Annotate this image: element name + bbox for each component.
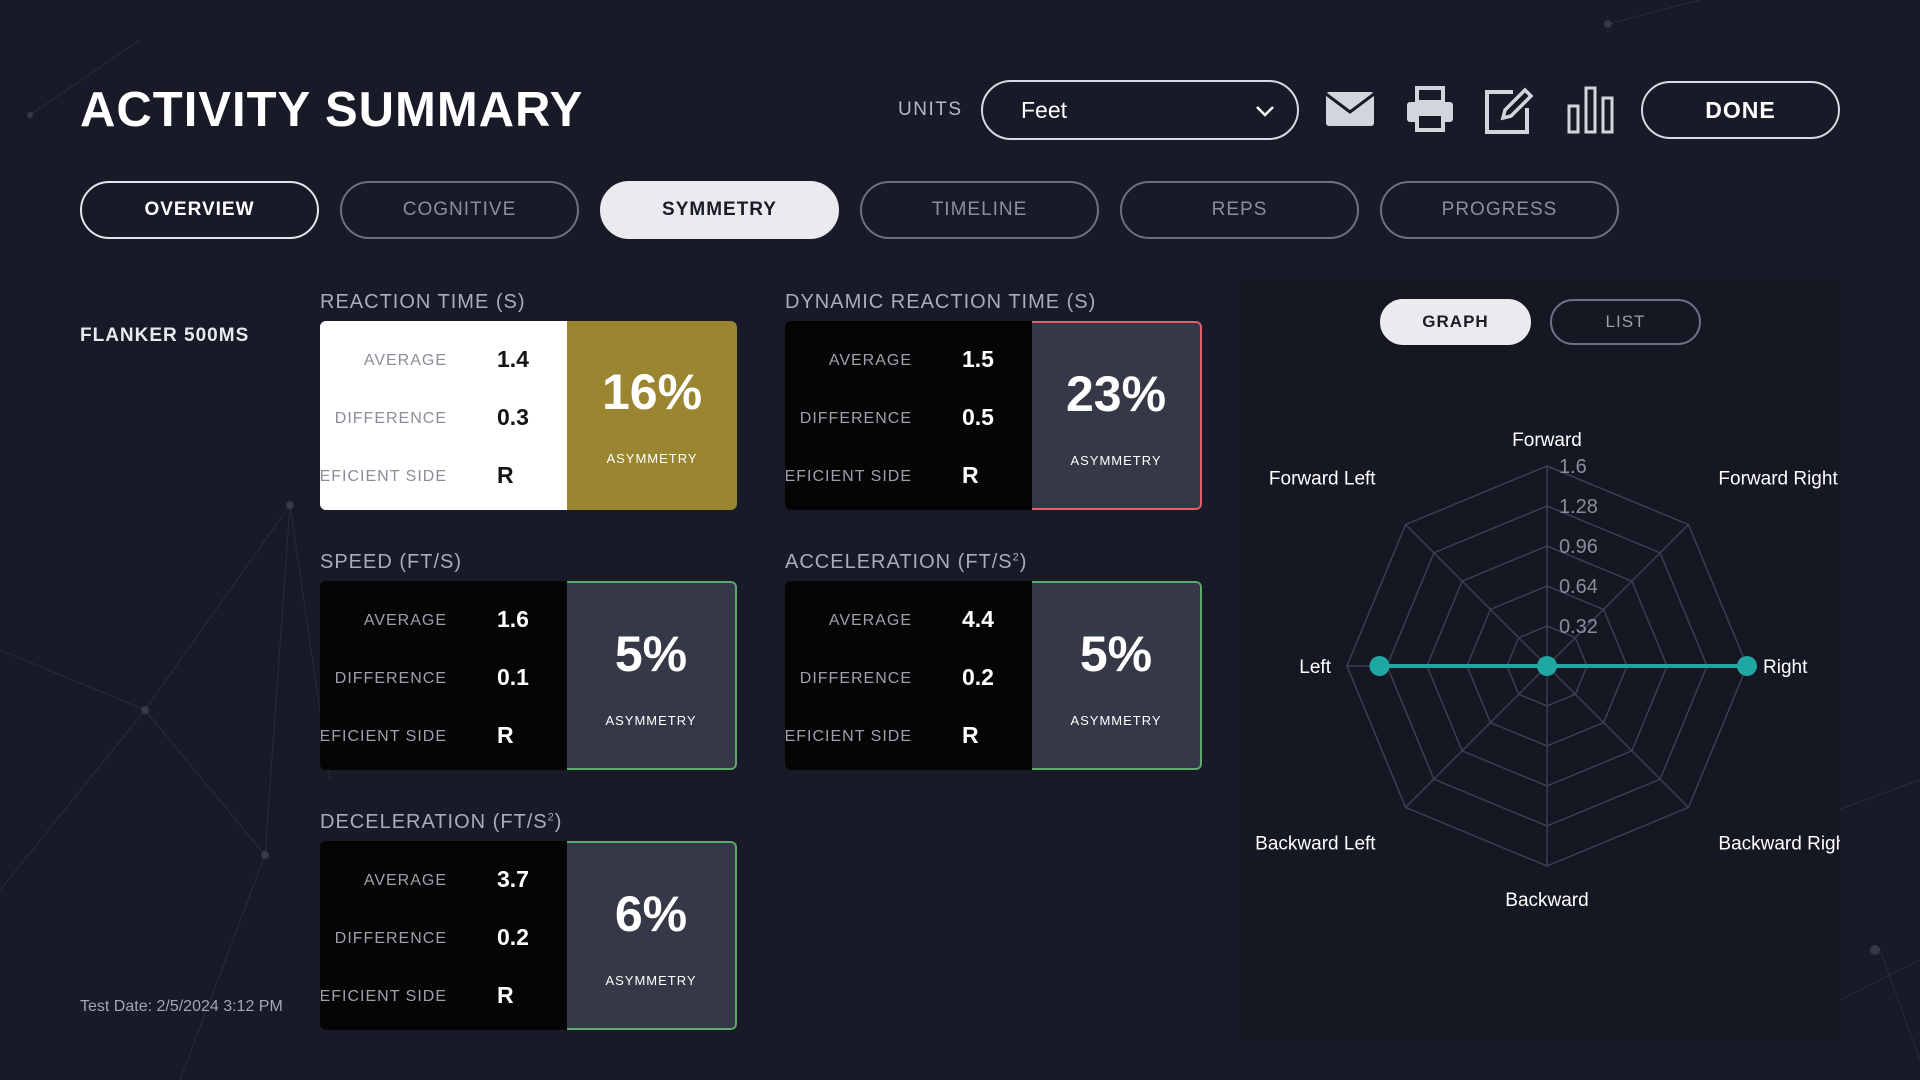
average-label: AVERAGE xyxy=(828,352,912,369)
radar-spoke xyxy=(1546,665,1689,808)
deficient-side-value: R xyxy=(962,722,979,748)
average-value: 1.5 xyxy=(962,346,994,372)
radar-axis-label: Forward Right xyxy=(1718,469,1838,490)
bar-chart-icon[interactable] xyxy=(1565,82,1617,138)
asymmetry-label: ASYMMETRY xyxy=(1070,713,1162,728)
radar-axis-label: Right xyxy=(1763,657,1808,678)
average-label: AVERAGE xyxy=(363,872,447,889)
radar-chart: 0.32 0.64 0.96 1.28 1.6 Forward Forward Right R… xyxy=(1255,430,1840,911)
asymmetry-panel: 5% ASYMMETRY xyxy=(1032,581,1202,770)
radar-tick-label: 0.32 xyxy=(1559,616,1598,638)
difference-label: DIFFERENCE xyxy=(334,410,447,427)
test-name: FLANKER 500MS xyxy=(80,325,250,346)
asymmetry-panel: 6% ASYMMETRY xyxy=(567,841,737,1030)
asymmetry-label: ASYMMETRY xyxy=(606,451,698,466)
difference-label: DIFFERENCE xyxy=(334,670,447,687)
radar-tick-label: 0.96 xyxy=(1559,536,1598,558)
asymmetry-label: ASYMMETRY xyxy=(1070,453,1162,468)
radar-spoke xyxy=(1405,665,1548,808)
test-date: Test Date: 2/5/2024 3:12 PM xyxy=(80,998,283,1015)
radar-axis-label: Backward Right xyxy=(1718,833,1840,854)
difference-value: 0.3 xyxy=(497,404,529,430)
units-value: Feet xyxy=(1021,96,1068,123)
radar-spoke xyxy=(1405,524,1548,667)
asymmetry-value: 6% xyxy=(614,886,688,942)
deficient-side-label: DEFICIENT SIDE xyxy=(320,728,447,745)
asymmetry-panel: 16% ASYMMETRY xyxy=(567,321,737,510)
radar-tick-label: 1.28 xyxy=(1559,496,1598,518)
deficient-side-label: DEFICIENT SIDE xyxy=(320,988,447,1005)
average-value: 3.7 xyxy=(497,866,529,892)
deficient-side-label: DEFICIENT SIDE xyxy=(785,728,912,745)
deficient-side-label: DEFICIENT SIDE xyxy=(785,468,912,485)
graph-toggle-button[interactable]: GRAPH xyxy=(1380,299,1531,345)
dynamic-reaction-time-label: DYNAMIC REACTION TIME (S) xyxy=(785,291,1097,313)
radar-tick-label: 0.64 xyxy=(1559,576,1598,598)
page-title: ACTIVITY SUMMARY xyxy=(80,83,584,137)
radar-axis-label: Forward Left xyxy=(1269,469,1376,490)
acceleration-label: ACCELERATION (FT/S2) xyxy=(785,551,1028,573)
tab-cognitive[interactable]: COGNITIVE xyxy=(340,181,579,239)
deceleration-label: DECELERATION (FT/S2) xyxy=(320,811,563,833)
tab-reps[interactable]: REPS xyxy=(1120,181,1359,239)
asymmetry-value: 5% xyxy=(614,626,688,682)
average-value: 1.6 xyxy=(497,606,529,632)
difference-label: DIFFERENCE xyxy=(334,930,447,947)
difference-value: 0.1 xyxy=(497,664,529,690)
asymmetry-value: 5% xyxy=(1079,626,1153,682)
difference-value: 0.5 xyxy=(962,404,994,430)
radar-axis-label: Left xyxy=(1299,657,1331,678)
asymmetry-panel: 5% ASYMMETRY xyxy=(567,581,737,770)
difference-label: DIFFERENCE xyxy=(799,670,912,687)
average-label: AVERAGE xyxy=(828,612,912,629)
deficient-side-value: R xyxy=(962,462,979,488)
tab-timeline[interactable]: TIMELINE xyxy=(860,181,1099,239)
asymmetry-value: 23% xyxy=(1065,366,1167,422)
radar-data-point xyxy=(1537,656,1557,676)
chevron-down-icon xyxy=(1256,106,1274,117)
average-label: AVERAGE xyxy=(363,612,447,629)
acceleration-card: AVERAGE 4.4 DIFFERENCE 0.2 DEFICIENT SIDE R… xyxy=(785,581,1202,770)
deficient-side-value: R xyxy=(497,982,514,1008)
radar-axis-label: Forward xyxy=(1512,430,1582,451)
reaction-time-label: REACTION TIME (S) xyxy=(320,291,526,313)
list-toggle-button[interactable]: LIST xyxy=(1550,299,1701,345)
mail-icon[interactable] xyxy=(1324,82,1376,138)
deficient-side-value: R xyxy=(497,722,514,748)
speed-card: AVERAGE 1.6 DIFFERENCE 0.1 DEFICIENT SIDE R… xyxy=(320,581,737,770)
asymmetry-panel: 23% ASYMMETRY xyxy=(1032,321,1202,510)
difference-value: 0.2 xyxy=(497,924,529,950)
radar-tick-label: 1.6 xyxy=(1559,456,1587,478)
average-label: AVERAGE xyxy=(363,352,447,369)
edit-icon[interactable] xyxy=(1483,82,1535,138)
asymmetry-label: ASYMMETRY xyxy=(605,973,697,988)
average-value: 4.4 xyxy=(962,606,994,632)
average-value: 1.4 xyxy=(497,346,529,372)
speed-label: SPEED (FT/S) xyxy=(320,551,463,573)
dynamic-reaction-time-card: AVERAGE 1.5 DIFFERENCE 0.5 DEFICIENT SIDE R… xyxy=(785,321,1202,510)
deficient-side-label: DEFICIENT SIDE xyxy=(320,468,447,485)
tab-symmetry[interactable]: SYMMETRY xyxy=(600,181,839,239)
reaction-time-card: AVERAGE 1.4 DIFFERENCE 0.3 DEFICIENT SIDE R… xyxy=(320,321,737,510)
radar-axis-label: Backward Left xyxy=(1255,833,1376,854)
tab-overview[interactable]: OVERVIEW xyxy=(80,181,319,239)
deceleration-card: AVERAGE 3.7 DIFFERENCE 0.2 DEFICIENT SIDE R… xyxy=(320,841,737,1030)
done-button[interactable]: DONE xyxy=(1641,81,1840,139)
print-icon[interactable] xyxy=(1404,82,1456,138)
tab-progress[interactable]: PROGRESS xyxy=(1380,181,1619,239)
radar-axis-label: Backward xyxy=(1505,890,1588,911)
asymmetry-value: 16% xyxy=(601,364,703,420)
units-dropdown[interactable]: Feet xyxy=(981,80,1299,140)
difference-label: DIFFERENCE xyxy=(799,410,912,427)
radar-data-point xyxy=(1369,656,1390,676)
radar-spoke xyxy=(1546,524,1689,667)
difference-value: 0.2 xyxy=(962,664,994,690)
asymmetry-label: ASYMMETRY xyxy=(605,713,697,728)
radar-data-point xyxy=(1737,656,1757,676)
units-label: UNITS xyxy=(898,99,963,120)
deficient-side-value: R xyxy=(497,462,514,488)
